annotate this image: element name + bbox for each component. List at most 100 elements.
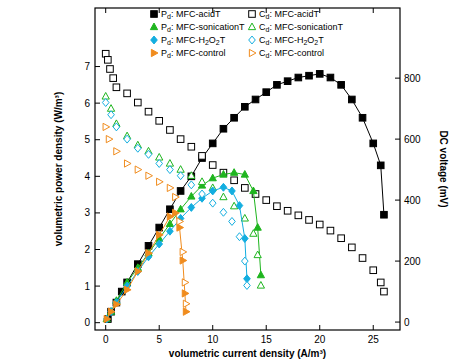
data-point — [274, 82, 281, 89]
series-line — [107, 173, 261, 319]
data-point — [180, 248, 187, 255]
x-tick-top — [105, 8, 106, 13]
x-tick-label: 20 — [314, 334, 326, 345]
data-point — [173, 193, 180, 200]
y2-tick-label: 200 — [404, 256, 421, 267]
y-tick — [95, 66, 100, 67]
data-point — [257, 282, 264, 289]
data-point — [359, 114, 366, 121]
data-point — [182, 290, 189, 297]
legend-marker — [248, 23, 255, 30]
data-point — [124, 286, 131, 293]
data-point — [263, 89, 270, 96]
x-tick-label: 25 — [368, 334, 380, 345]
data-point — [180, 257, 187, 264]
data-point — [338, 235, 345, 242]
data-point — [177, 136, 184, 143]
data-point — [198, 178, 205, 185]
data-point — [177, 218, 184, 225]
y-tick-label: 2 — [84, 244, 90, 255]
data-point — [284, 207, 291, 214]
y2-tick — [395, 322, 400, 323]
data-point — [295, 212, 302, 219]
y-tick-label: 6 — [84, 98, 90, 109]
y-tick-label: 0 — [84, 317, 90, 328]
data-point — [250, 230, 257, 237]
data-point — [167, 227, 174, 235]
data-point — [108, 308, 115, 315]
data-point — [108, 111, 115, 119]
data-point — [135, 144, 142, 152]
x-tick — [212, 325, 213, 330]
x-tick-top — [319, 8, 320, 13]
legend-marker — [150, 23, 157, 30]
x-tick-top — [159, 8, 160, 13]
data-point — [242, 185, 249, 192]
series-line — [108, 74, 384, 319]
data-point — [177, 188, 184, 195]
legend-marker — [249, 49, 256, 56]
data-point — [231, 114, 238, 121]
data-point — [242, 103, 249, 110]
legend-label: Pd: MFC-acidT — [161, 9, 221, 20]
data-point — [236, 202, 243, 210]
data-point — [377, 279, 384, 286]
series-line — [107, 213, 186, 319]
legend-label: Cd: MFC-control — [259, 48, 324, 59]
data-point — [167, 127, 174, 134]
y-tick — [95, 176, 100, 177]
data-point — [349, 244, 356, 251]
data-point — [349, 96, 356, 103]
data-point — [209, 174, 216, 181]
x-tick-label: 5 — [156, 334, 162, 345]
data-point — [173, 209, 180, 216]
legend-label: Pd: MFC-sonicationT — [161, 22, 245, 33]
data-point — [105, 57, 112, 64]
data-point — [338, 82, 345, 89]
data-point — [113, 84, 120, 91]
data-point — [188, 172, 195, 179]
data-point — [220, 183, 227, 191]
data-point — [108, 308, 115, 315]
data-point — [327, 74, 334, 81]
data-point — [106, 135, 113, 142]
data-point — [377, 162, 384, 169]
data-point — [250, 187, 257, 194]
chart: 0510152025012345670200400600800volumetri… — [0, 0, 450, 361]
data-point — [209, 162, 216, 169]
y-tick — [95, 212, 100, 213]
y2-axis-title: DC voltage (mV) — [438, 130, 449, 207]
x-tick-label: 0 — [103, 334, 109, 345]
data-point — [124, 160, 131, 167]
legend-label: Pd: MFC-H2O2T — [161, 35, 226, 46]
data-point — [145, 150, 152, 158]
data-point — [370, 267, 377, 274]
series-line — [107, 187, 247, 319]
y2-tick — [395, 78, 400, 79]
y2-tick-label: 0 — [404, 317, 410, 328]
data-point — [254, 251, 261, 258]
plot-frame — [95, 8, 400, 330]
data-point — [244, 282, 251, 290]
legend-marker — [249, 11, 256, 18]
data-point — [135, 99, 142, 106]
data-point — [263, 197, 270, 204]
data-point — [236, 233, 243, 241]
y2-tick — [395, 139, 400, 140]
data-point — [167, 184, 174, 191]
data-point — [110, 75, 117, 82]
x-tick — [266, 325, 267, 330]
data-point — [274, 203, 281, 210]
y2-tick — [395, 200, 400, 201]
legend-label: Cd: MFC-sonicationT — [259, 22, 343, 33]
data-point — [257, 271, 264, 278]
legend-label: Cd: MFC-acidT — [259, 9, 319, 20]
data-point — [177, 172, 184, 180]
data-point — [167, 166, 174, 174]
y-tick-label: 5 — [84, 134, 90, 145]
data-point — [370, 140, 377, 147]
data-point — [104, 315, 111, 322]
data-point — [188, 181, 195, 189]
data-point — [229, 187, 236, 195]
y-tick — [95, 249, 100, 250]
